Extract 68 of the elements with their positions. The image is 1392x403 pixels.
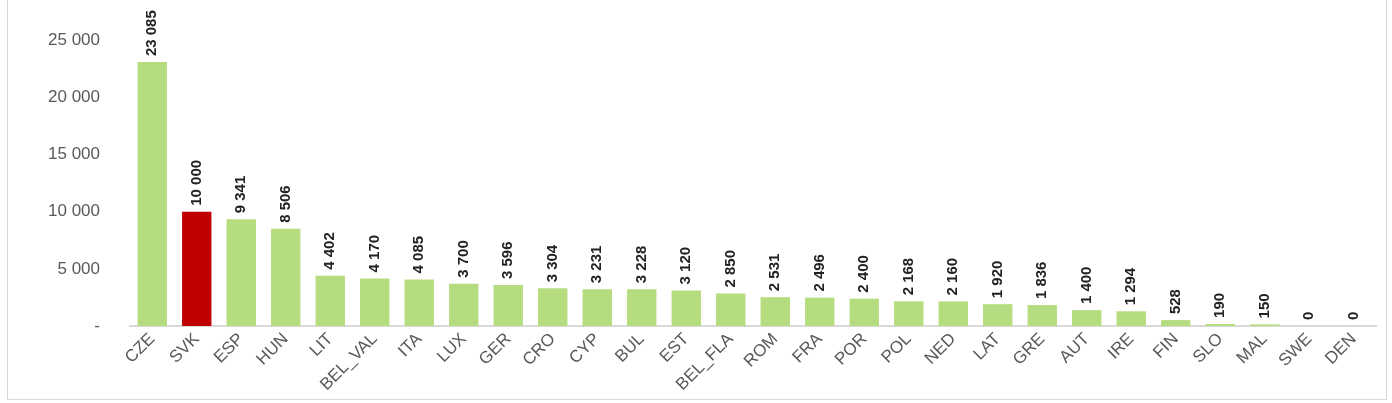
data-label: 0 — [1299, 311, 1317, 321]
data-label: 3 304 — [542, 244, 560, 283]
bar — [449, 283, 479, 327]
bar — [671, 290, 701, 327]
bar — [360, 278, 390, 327]
y-tick-label: 10 000 — [48, 201, 100, 221]
x-tick-label: MAL — [1232, 329, 1271, 368]
data-label: 3 120 — [676, 246, 694, 285]
data-label: 8 506 — [275, 185, 293, 223]
bar — [1072, 310, 1102, 327]
bar — [582, 289, 612, 327]
bar — [404, 279, 434, 327]
bar — [760, 297, 790, 327]
bar — [849, 298, 879, 327]
bar — [805, 297, 835, 327]
bar — [538, 288, 568, 327]
bar — [1027, 305, 1057, 327]
x-tick-label: ITA — [394, 328, 426, 361]
bar — [1116, 311, 1146, 327]
data-label: 150 — [1254, 293, 1272, 319]
data-label: 1 836 — [1032, 261, 1050, 300]
x-tick-label: FRA — [788, 328, 827, 367]
data-label: 1 294 — [1121, 267, 1139, 306]
bar — [1205, 323, 1235, 327]
data-label: 9 341 — [231, 175, 249, 214]
data-label: 10 000 — [186, 159, 204, 206]
y-tick-label: 15 000 — [48, 144, 100, 164]
bar — [938, 301, 968, 327]
data-label: 4 170 — [364, 234, 382, 273]
data-label: 2 168 — [898, 257, 916, 296]
data-label: 1 400 — [1076, 266, 1094, 305]
bar — [894, 301, 924, 327]
y-tick-label: - — [94, 315, 100, 335]
data-label: 3 231 — [587, 245, 605, 284]
bar — [226, 219, 256, 327]
data-label: 3 228 — [631, 245, 649, 284]
x-tick-label: FIN — [1149, 329, 1182, 362]
data-label: 2 496 — [809, 254, 827, 292]
bar — [627, 289, 657, 327]
data-label: 2 531 — [765, 253, 783, 292]
bar — [716, 293, 746, 327]
data-label: 190 — [1210, 292, 1228, 318]
data-label: 1 920 — [987, 260, 1005, 299]
y-tick-label: 20 000 — [48, 87, 100, 107]
bar — [315, 275, 345, 327]
x-tick-label: BUL — [611, 329, 648, 366]
y-tick-label: 5 000 — [57, 258, 100, 278]
data-label: 3 596 — [498, 241, 516, 279]
data-label: 3 700 — [453, 240, 471, 278]
bar — [983, 304, 1013, 327]
bar — [182, 211, 212, 327]
data-label: 4 402 — [320, 232, 338, 270]
x-tick-label: SLO — [1188, 329, 1227, 367]
data-label: 2 160 — [943, 257, 961, 296]
bar — [137, 62, 167, 327]
y-tick-label: 25 000 — [48, 29, 100, 49]
data-label: 23 085 — [142, 10, 160, 57]
bar — [271, 228, 301, 327]
x-tick-label: IRE — [1103, 329, 1138, 363]
bar — [1161, 320, 1191, 327]
data-label: 2 400 — [854, 255, 872, 293]
data-label: 2 850 — [720, 249, 738, 288]
data-label: 4 085 — [409, 235, 427, 274]
data-label: 0 — [1343, 311, 1361, 321]
x-tick-label: LAT — [969, 329, 1004, 364]
data-label: 528 — [1165, 289, 1183, 315]
bar — [493, 285, 523, 327]
x-tick-label: POL — [877, 329, 915, 367]
